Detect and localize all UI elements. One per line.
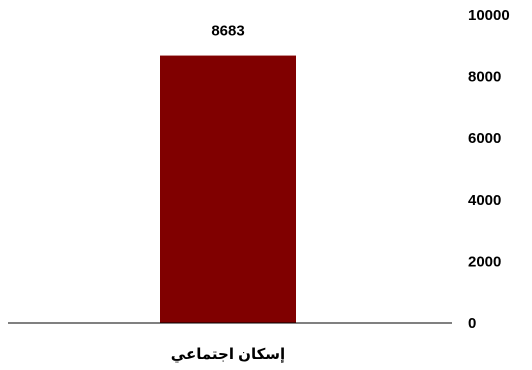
y-tick-label: 0: [468, 315, 476, 332]
y-tick-label: 4000: [468, 192, 501, 209]
category-label: إسكان اجتماعي: [171, 346, 285, 363]
category-labels: إسكان اجتماعي: [171, 346, 285, 363]
data-labels: 8683: [211, 23, 244, 40]
bar: [160, 55, 296, 323]
bar-value-label: 8683: [211, 23, 244, 40]
y-tick-label: 10000: [468, 7, 510, 24]
y-tick-label: 8000: [468, 69, 501, 86]
y-tick-label: 2000: [468, 253, 501, 270]
bars: [160, 55, 296, 323]
y-axis-ticks: 0 2000 4000 6000 8000 10000: [468, 7, 510, 332]
y-tick-label: 6000: [468, 130, 501, 147]
